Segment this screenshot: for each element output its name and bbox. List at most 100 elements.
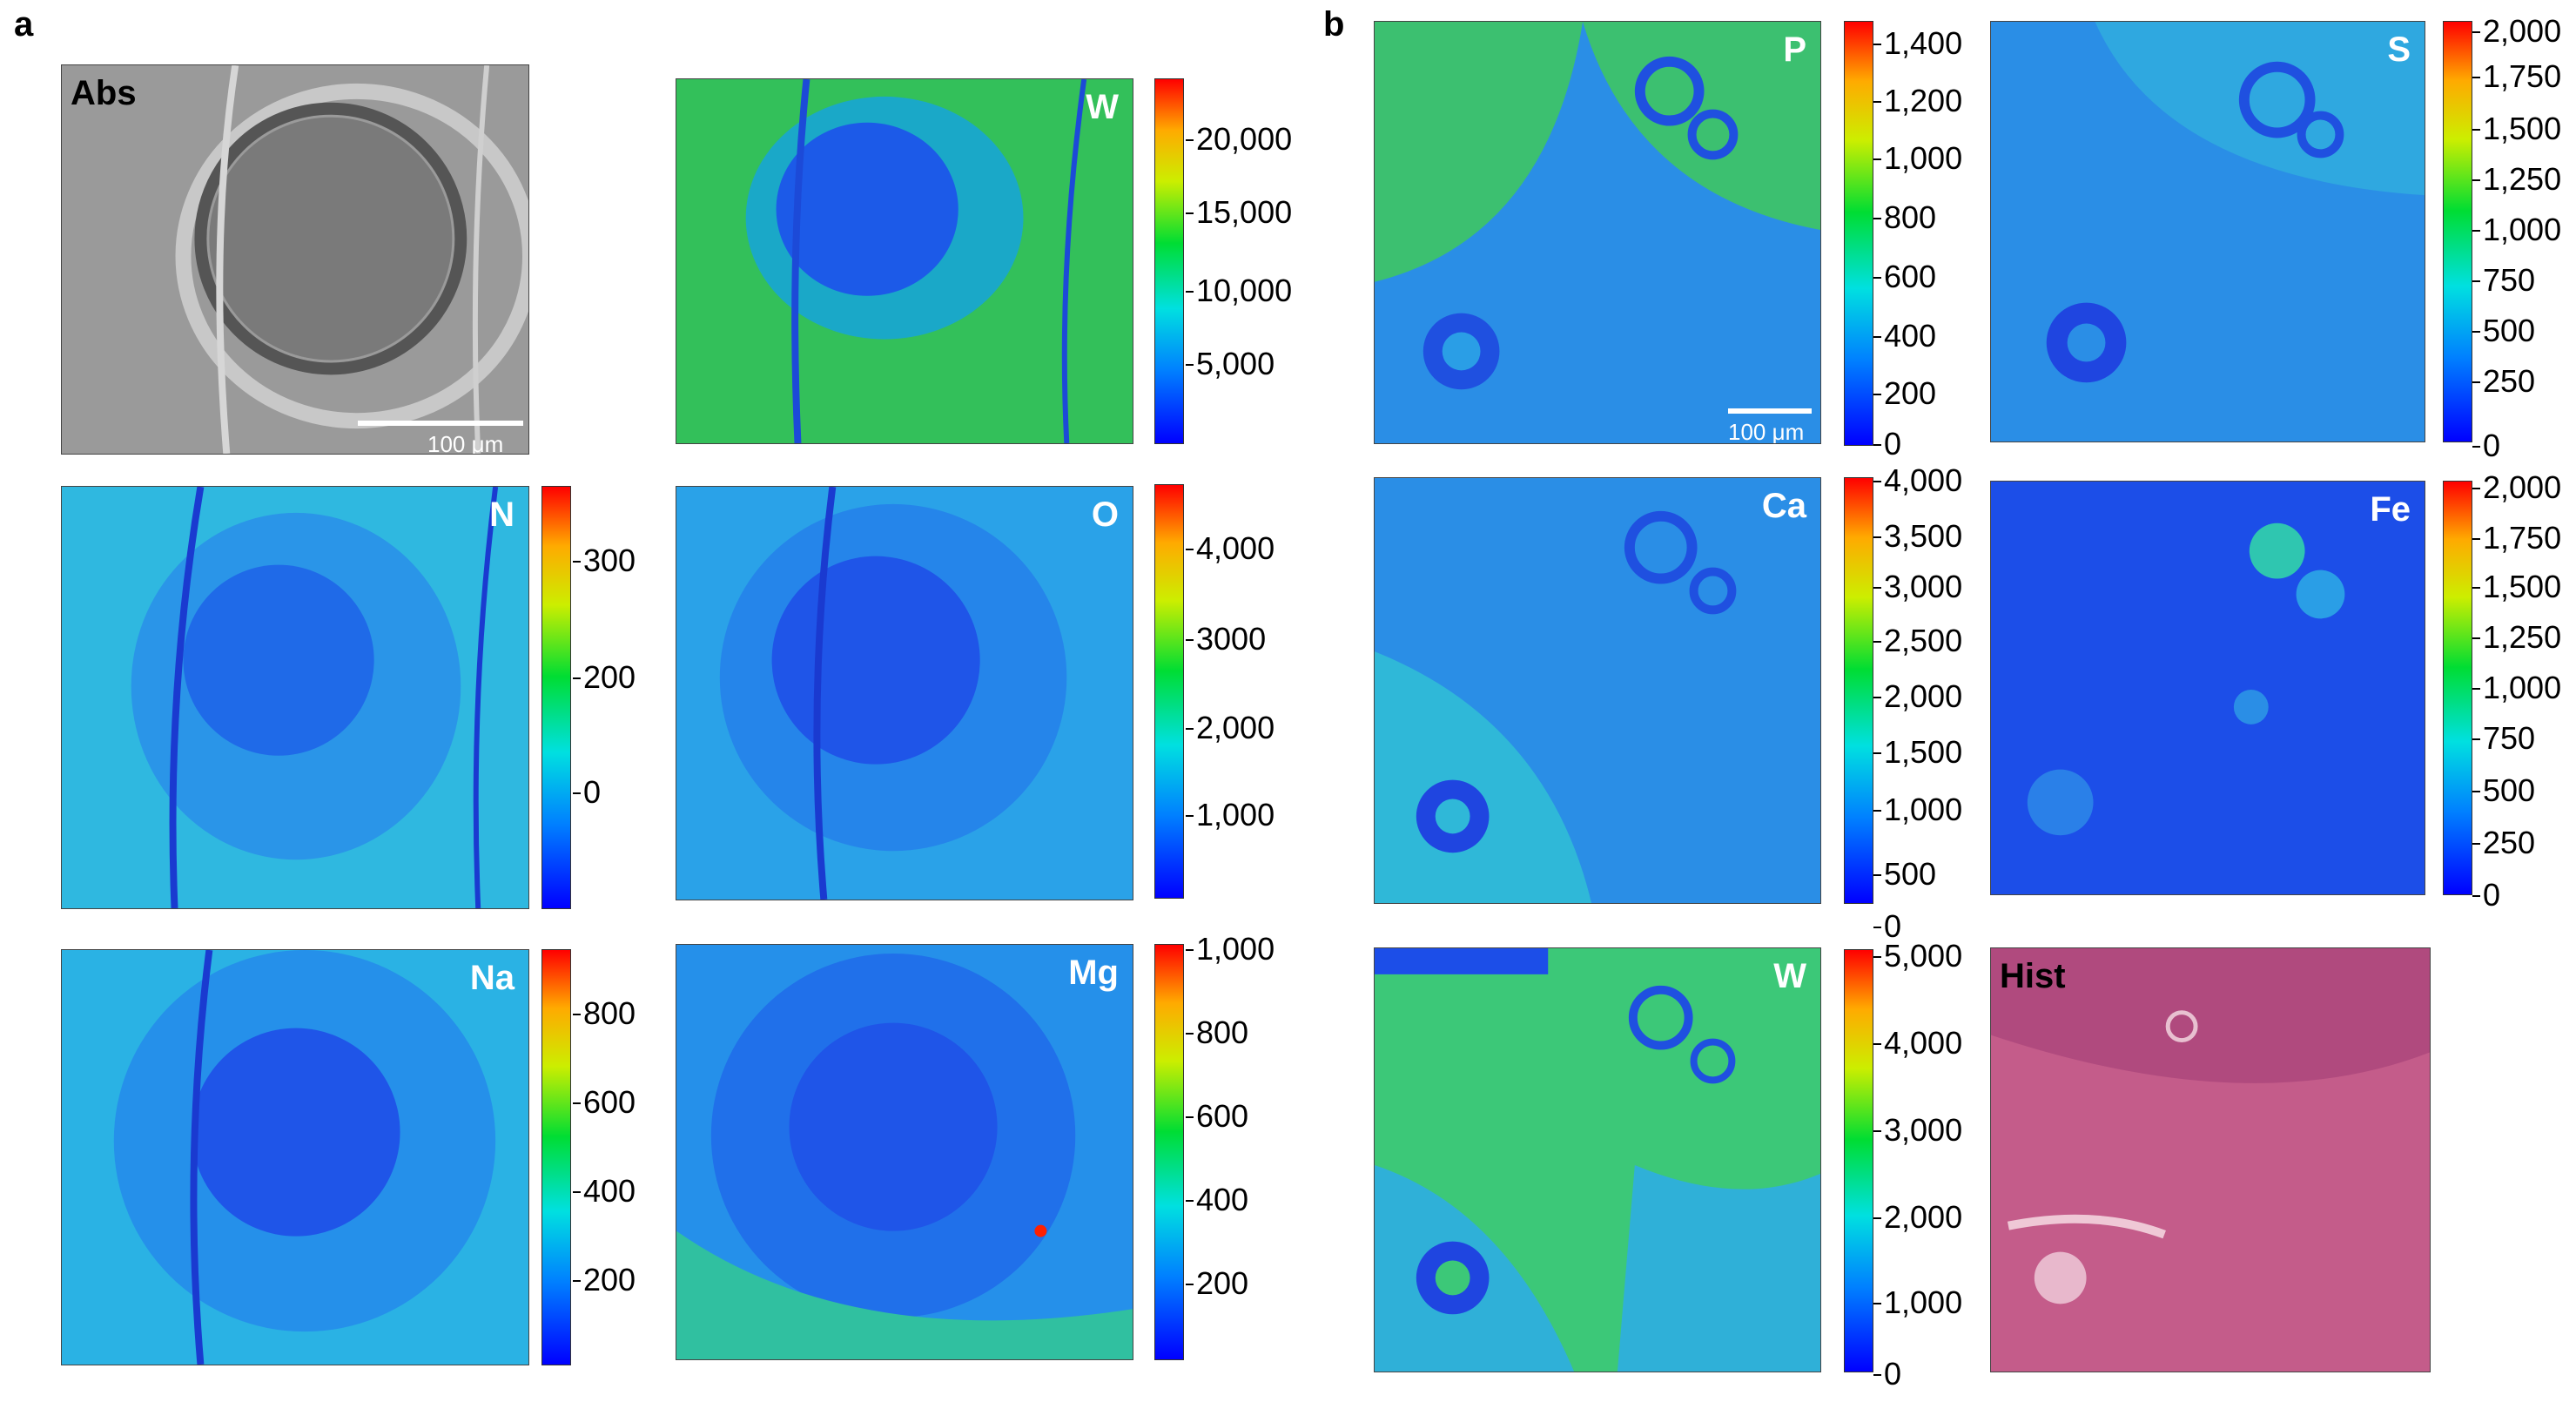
colorbar-tick: 3000 bbox=[1185, 621, 1267, 657]
colorbar-tick: 200 bbox=[1185, 1265, 1249, 1301]
map-texture bbox=[1375, 948, 1820, 1372]
colorbar-tick: 2,000 bbox=[1185, 710, 1275, 745]
map-label: W bbox=[1086, 88, 1119, 126]
colorbar-b-w bbox=[1844, 949, 1873, 1372]
colorbar-tick: 200 bbox=[1873, 375, 1937, 411]
colorbar-tick: 1,400 bbox=[1873, 25, 1963, 61]
colorbar-tick: 0 bbox=[1873, 426, 1902, 462]
colorbar-tick: 1,500 bbox=[2472, 569, 2562, 604]
colorbar-tick: 2,000 bbox=[2472, 469, 2562, 505]
colorbar-tick: 4,000 bbox=[1873, 1025, 1963, 1061]
colorbar-tick: 400 bbox=[572, 1173, 636, 1209]
colorbar-tick: 600 bbox=[1873, 259, 1937, 294]
colorbar-b-p bbox=[1844, 21, 1873, 446]
map-label: N bbox=[489, 495, 515, 534]
colorbar-tick: 2,000 bbox=[2472, 13, 2562, 49]
map-b-w: W bbox=[1374, 947, 1821, 1372]
map-abs: Abs 100 μm bbox=[61, 64, 529, 455]
colorbar-tick: 500 bbox=[2472, 313, 2536, 348]
colorbar-tick: 0 bbox=[1873, 1356, 1902, 1392]
colorbar-tick: 1,000 bbox=[1873, 792, 1963, 827]
colorbar-tick: 1,000 bbox=[1873, 140, 1963, 176]
colorbar-tick: 1,200 bbox=[1873, 83, 1963, 118]
map-label: S bbox=[2387, 30, 2411, 69]
colorbar-tick: 3,000 bbox=[1873, 569, 1963, 604]
map-a-w: W bbox=[676, 78, 1133, 444]
colorbar-tick: 3,500 bbox=[1873, 518, 1963, 554]
colorbar-tick: 1,250 bbox=[2472, 619, 2562, 655]
colorbar-a-na bbox=[541, 949, 571, 1365]
colorbar-a-mg bbox=[1154, 944, 1184, 1360]
colorbar-a-w bbox=[1154, 78, 1184, 444]
map-label: P bbox=[1783, 30, 1806, 69]
map-texture bbox=[676, 945, 1133, 1359]
colorbar-a-o bbox=[1154, 484, 1184, 899]
colorbar-tick: 800 bbox=[572, 995, 636, 1031]
colorbar-tick: 1,500 bbox=[1873, 734, 1963, 770]
colorbar-b-fe bbox=[2443, 481, 2472, 895]
map-hist: Hist bbox=[1990, 947, 2431, 1372]
map-b-fe: Fe bbox=[1990, 481, 2425, 895]
colorbar-tick: 400 bbox=[1185, 1182, 1249, 1217]
colorbar-tick: 3,000 bbox=[1873, 1112, 1963, 1148]
map-label: Hist bbox=[2000, 957, 2066, 995]
map-label: Na bbox=[469, 959, 515, 997]
map-a-na: Na bbox=[61, 949, 529, 1365]
map-texture bbox=[1991, 948, 2430, 1372]
map-label: Ca bbox=[1761, 487, 1806, 525]
colorbar-tick: 20,000 bbox=[1185, 121, 1293, 157]
colorbar-tick: 300 bbox=[572, 543, 636, 578]
colorbar-tick: 1,000 bbox=[2472, 212, 2562, 247]
colorbar-tick: 0 bbox=[2472, 877, 2501, 913]
colorbar-tick: 2,000 bbox=[1873, 678, 1963, 714]
colorbar-tick: 250 bbox=[2472, 825, 2536, 860]
colorbar-tick: 1,000 bbox=[1185, 931, 1275, 967]
colorbar-tick: 400 bbox=[1873, 318, 1937, 354]
map-b-s: S bbox=[1990, 21, 2425, 442]
map-texture bbox=[62, 950, 528, 1365]
panel-letter-a: a bbox=[14, 5, 34, 44]
map-a-mg: Mg bbox=[676, 944, 1133, 1360]
colorbar-tick: 1,000 bbox=[1185, 797, 1275, 832]
colorbar-tick: 2,500 bbox=[1873, 623, 1963, 658]
map-texture bbox=[1375, 478, 1820, 903]
map-b-ca: Ca bbox=[1374, 477, 1821, 904]
map-a-n: N bbox=[61, 486, 529, 909]
colorbar-tick: 2,000 bbox=[1873, 1199, 1963, 1235]
colorbar-tick: 1,750 bbox=[2472, 58, 2562, 94]
colorbar-tick: 5,000 bbox=[1185, 346, 1275, 381]
colorbar-tick: 250 bbox=[2472, 363, 2536, 399]
colorbar-tick: 600 bbox=[1185, 1098, 1249, 1134]
colorbar-tick: 750 bbox=[2472, 262, 2536, 298]
colorbar-tick: 500 bbox=[1873, 856, 1937, 892]
colorbar-tick: 5,000 bbox=[1873, 938, 1963, 974]
colorbar-tick: 1,000 bbox=[1873, 1284, 1963, 1320]
map-label: W bbox=[1773, 957, 1806, 995]
colorbar-b-s bbox=[2443, 21, 2472, 442]
map-texture bbox=[1991, 22, 2425, 441]
colorbar-b-ca bbox=[1844, 477, 1873, 904]
map-label: Fe bbox=[2370, 490, 2411, 529]
map-texture bbox=[62, 65, 528, 454]
colorbar-tick: 800 bbox=[1185, 1014, 1249, 1050]
map-label: O bbox=[1091, 495, 1119, 534]
colorbar-tick: 0 bbox=[2472, 428, 2501, 463]
map-texture bbox=[1375, 22, 1820, 443]
colorbar-tick: 10,000 bbox=[1185, 273, 1293, 308]
colorbar-tick: 500 bbox=[2472, 772, 2536, 808]
colorbar-tick: 1,250 bbox=[2472, 161, 2562, 197]
map-label: Abs bbox=[71, 74, 137, 112]
colorbar-tick: 800 bbox=[1873, 199, 1937, 235]
colorbar-tick: 0 bbox=[572, 774, 602, 810]
map-texture bbox=[62, 487, 528, 908]
colorbar-tick: 15,000 bbox=[1185, 194, 1293, 230]
colorbar-tick: 600 bbox=[572, 1084, 636, 1120]
map-label: Mg bbox=[1068, 954, 1119, 992]
colorbar-a-n bbox=[541, 486, 571, 909]
colorbar-tick: 0 bbox=[1873, 908, 1902, 944]
colorbar-tick: 1,500 bbox=[2472, 111, 2562, 146]
colorbar-tick: 4,000 bbox=[1185, 530, 1275, 566]
map-b-p: P 100 μm bbox=[1374, 21, 1821, 444]
colorbar-tick: 750 bbox=[2472, 720, 2536, 756]
map-texture bbox=[1991, 482, 2425, 894]
